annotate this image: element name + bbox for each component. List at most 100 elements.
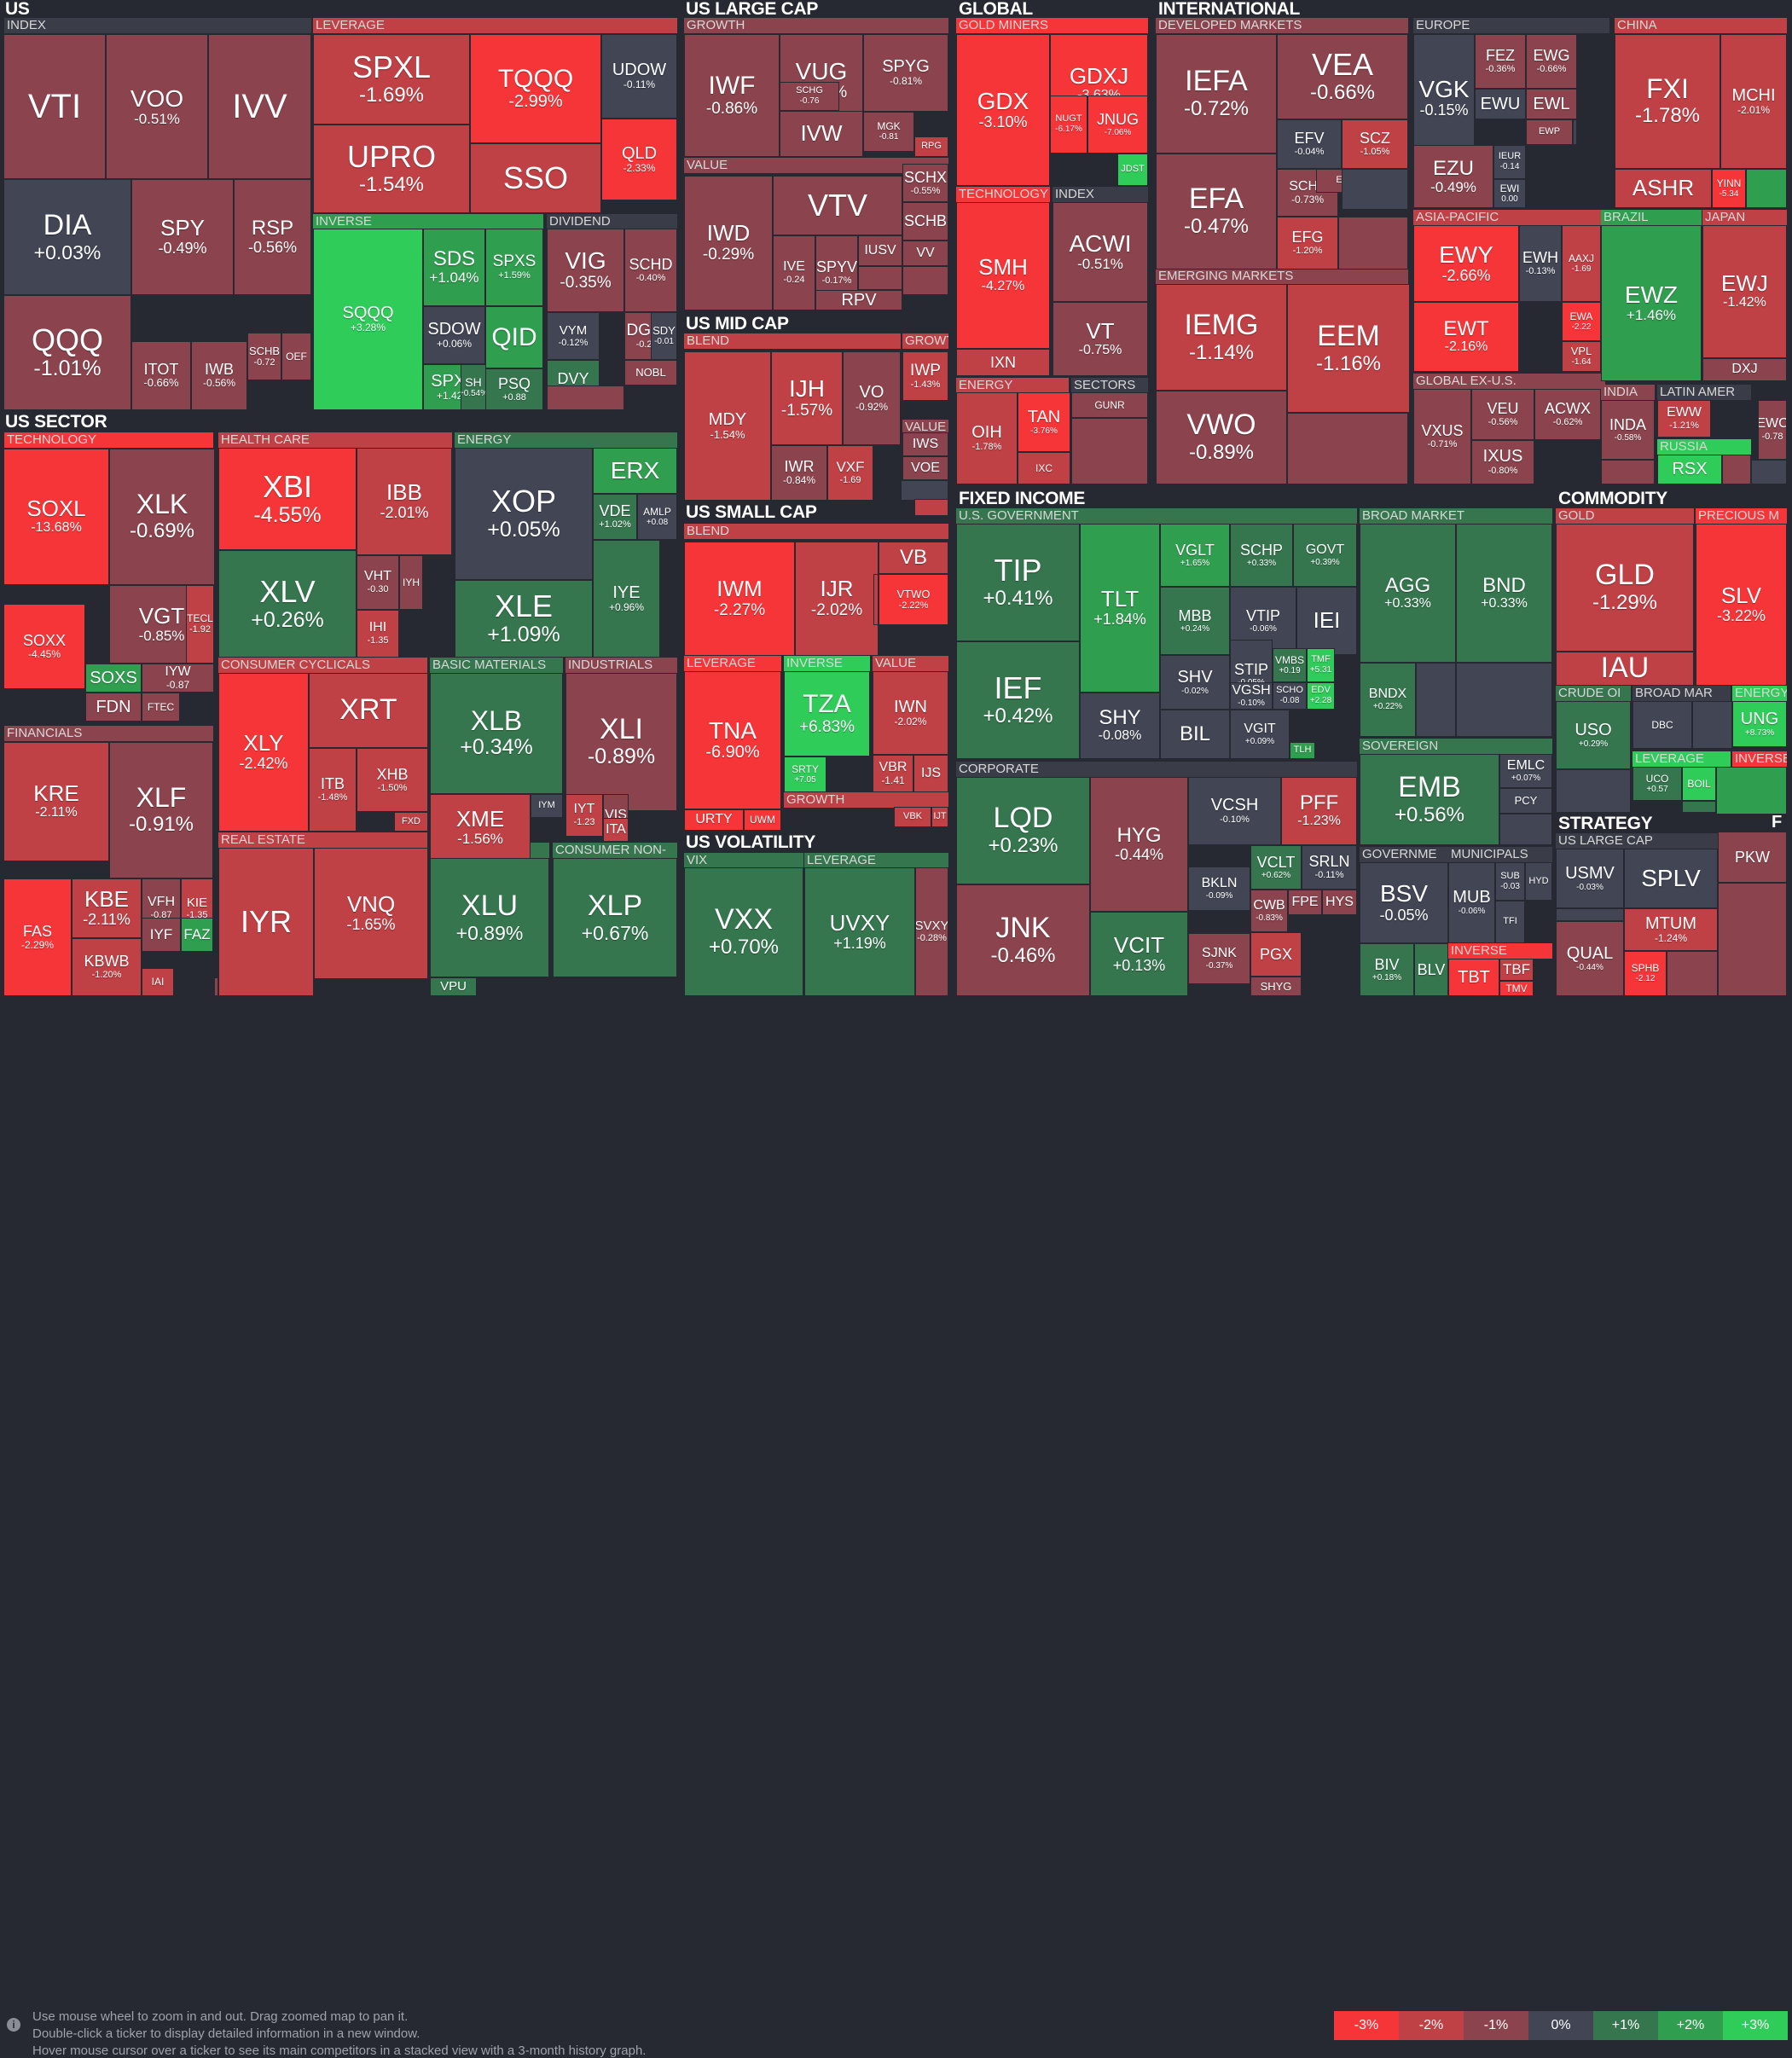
tile-bsv[interactable]: BSV -0.05% [1360,862,1448,943]
small-tile-cluster[interactable] [1416,663,1456,737]
tile-iei[interactable]: IEI [1296,587,1357,655]
tile-qqq[interactable]: QQQ -1.01% [3,295,131,410]
small-tile-cluster[interactable] [1556,908,1624,921]
tile-iwf[interactable]: IWF -0.86% [684,34,780,157]
tile-dia[interactable]: DIA +0.03% [3,179,131,295]
tile-mbb[interactable]: MBB +0.24% [1160,587,1230,655]
tile-scho[interactable]: SCHO -0.08 [1273,682,1307,710]
small-tile-cluster[interactable] [1456,663,1552,737]
tile-vtv[interactable]: VTV [773,176,902,235]
tile-iye[interactable]: IYE +0.96% [593,540,660,658]
tile-rpv[interactable]: RPV [815,290,902,310]
tile-vb[interactable]: VB [879,542,948,574]
tile-slv[interactable]: SLV -3.22% [1696,524,1787,686]
tile-bnd[interactable]: BND +0.33% [1456,524,1552,663]
tile-xle[interactable]: XLE +1.09% [455,580,593,658]
small-tile-cluster[interactable] [1667,951,1718,996]
tile-ixc[interactable]: IXC [1018,452,1070,484]
tile-ftec[interactable]: FTEC [142,693,180,722]
tile-iyh[interactable]: IYH [399,555,423,610]
tile-uso[interactable]: USO +0.29% [1556,701,1631,769]
tile-xlv[interactable]: XLV +0.26% [218,550,357,658]
tile-schp[interactable]: SCHP +0.33% [1230,524,1293,587]
tile-gdx[interactable]: GDX -3.10% [956,34,1050,186]
tile-ewy[interactable]: EWY -2.66% [1413,225,1519,302]
tile-tza[interactable]: TZA +6.83% [784,671,870,757]
tile-xhb[interactable]: XHB -1.50% [357,748,428,812]
tile-efg[interactable]: EFG -1.20% [1277,217,1338,270]
tile-fxi[interactable]: FXI -1.78% [1615,34,1720,169]
tile-vgk[interactable]: VGK -0.15% [1413,34,1475,162]
tile-splv[interactable]: SPLV [1624,849,1718,908]
small-tile-cluster[interactable] [1716,767,1787,815]
tile-schb[interactable]: SCHB [902,202,948,241]
tile-sdow[interactable]: SDOW +0.06% [423,306,485,364]
small-tile-cluster[interactable] [902,266,948,295]
small-tile-cluster[interactable] [901,480,948,501]
tile-ewa[interactable]: EWA -2.22 [1562,302,1601,341]
tile-vpl[interactable]: VPL -1.64 [1562,341,1601,372]
tile-vcsh[interactable]: VCSH -0.10% [1188,777,1281,845]
tile-vbk[interactable]: VBK [894,807,931,827]
tile-mchi[interactable]: MCHI -2.01% [1720,34,1787,169]
tile-soxx[interactable]: SOXX -4.45% [3,604,85,689]
tile-vea[interactable]: VEA -0.66% [1277,34,1408,119]
tile-vgsh[interactable]: VGSH -0.10% [1230,682,1273,710]
tile-kbe[interactable]: KBE -2.11% [72,878,142,938]
tile-fas[interactable]: FAS -2.29% [3,878,72,996]
small-tile-cluster[interactable] [1601,460,1655,484]
tile-fdn[interactable]: FDN [85,693,142,722]
tile-jdst[interactable]: JDST [1117,154,1148,186]
small-tile-cluster[interactable] [1751,460,1787,484]
tile-edv[interactable]: EDV +2.28 [1307,682,1335,710]
tile-vym[interactable]: VYM -0.12% [547,312,600,360]
tile-vxus[interactable]: VXUS -0.71% [1413,389,1471,484]
small-tile-cluster[interactable] [1342,169,1408,210]
small-tile-cluster[interactable] [1338,217,1408,270]
tile-ivw[interactable]: IVW [780,111,863,157]
tile-mgk[interactable]: MGK -0.81 [863,112,914,152]
tile-biv[interactable]: BIV +0.18% [1360,943,1414,996]
tile-bil[interactable]: BIL [1160,710,1230,759]
tile-tlh[interactable]: TLH [1290,742,1315,759]
tile-efa[interactable]: EFA -0.47% [1156,154,1277,270]
tile-ijh[interactable]: IJH -1.57% [771,351,843,445]
tile-schg[interactable]: SCHG -0.76 [780,82,839,111]
tile-hyd[interactable]: HYD [1525,862,1552,901]
tile-schd[interactable]: SCHD -0.40% [624,229,677,312]
tile-ewc[interactable]: EWC -0.78 [1758,400,1787,460]
tile-oef[interactable]: OEF [281,333,311,380]
tile-urty[interactable]: URTY [684,809,744,831]
tile-aaxj[interactable]: AAXJ -1.69 [1562,225,1601,302]
tile-iwr[interactable]: IWR -0.84% [771,445,827,501]
tile-srln[interactable]: SRLN -0.11% [1302,845,1357,890]
tile-acwi[interactable]: ACWI -0.51% [1053,202,1148,302]
tile-ewh[interactable]: EWH -0.13% [1519,225,1562,302]
tile-kbwb[interactable]: KBWB -1.20% [72,938,142,996]
tile-iym[interactable]: IYM [531,794,563,818]
tile-qid[interactable]: QID [485,306,543,368]
tile-ihi[interactable]: IHI -1.35 [357,610,399,658]
tile-sh[interactable]: SH+0.54% [461,364,486,410]
tile-faz[interactable]: FAZ [181,918,213,952]
small-tile-cluster[interactable] [873,574,879,625]
tile-tqqq[interactable]: TQQQ -2.99% [470,34,601,143]
tile-shyg[interactable]: SHYG [1250,977,1302,996]
tile-pff[interactable]: PFF -1.23% [1281,777,1357,845]
tile-dxj[interactable]: DXJ [1702,358,1787,381]
tile-schx[interactable]: SCHX -0.55% [902,164,948,202]
tile-ezu[interactable]: EZU -0.49% [1413,145,1493,208]
tile-ewg[interactable]: EWG -0.66% [1526,34,1577,89]
tile-spy[interactable]: SPY -0.49% [131,179,234,295]
tile-bkln[interactable]: BKLN -0.09% [1188,867,1250,911]
tile-vo[interactable]: VO -0.92% [843,351,901,445]
tile-smh[interactable]: SMH -4.27% [956,202,1050,349]
tile-gunr[interactable]: GUNR [1071,392,1148,418]
tile-xlf[interactable]: XLF -0.91% [109,742,213,878]
tile-rsp[interactable]: RSP -0.56% [234,179,311,295]
tile-tfi[interactable]: TFI [1495,901,1525,943]
tile-sjnk[interactable]: SJNK -0.37% [1188,933,1250,984]
tile-govt[interactable]: GOVT +0.39% [1293,524,1357,587]
tile-ieur[interactable]: IEUR -0.14 [1493,145,1526,179]
tile-jnug[interactable]: JNUG -7.06% [1087,96,1148,154]
